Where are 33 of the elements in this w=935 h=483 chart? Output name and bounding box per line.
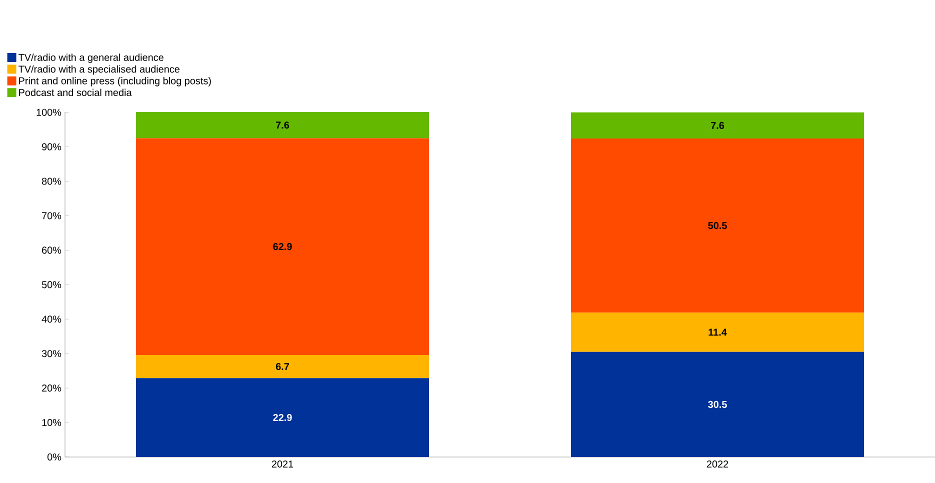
data-label: 6.7 xyxy=(276,363,289,370)
legend-label: Podcast and social media xyxy=(19,88,132,96)
data-label: 22.9 xyxy=(273,414,292,422)
bar xyxy=(571,112,864,139)
y-tick-label: 40% xyxy=(42,316,62,323)
data-label: 50.5 xyxy=(708,222,727,230)
y-tick-label: 100% xyxy=(36,108,62,116)
bar xyxy=(571,138,864,313)
x-tick-label: 2021 xyxy=(272,460,294,468)
y-tick-label: 20% xyxy=(42,384,62,392)
bar xyxy=(571,312,864,352)
bar xyxy=(136,378,430,457)
y-tick-label: 60% xyxy=(42,246,62,254)
bar xyxy=(136,354,430,378)
legend-label: TV/radio with a specialised audience xyxy=(18,65,180,75)
data-label: 11.4 xyxy=(708,328,727,336)
y-tick-label: 10% xyxy=(42,419,62,426)
y-tick-label: 0% xyxy=(47,453,62,461)
legend-label: Print and online press (including blog posts) xyxy=(19,77,211,86)
bar xyxy=(136,138,430,355)
bar xyxy=(571,352,864,457)
bar xyxy=(136,112,430,138)
legend-label: TV/radio with a general audience xyxy=(18,54,164,63)
data-label: 7.6 xyxy=(711,122,724,129)
y-tick-label: 90% xyxy=(42,143,62,150)
y-tick-label: 30% xyxy=(42,350,62,358)
y-tick-label: 50% xyxy=(42,281,62,288)
y-tick-label: 80% xyxy=(42,178,62,185)
y-tick-label: 70% xyxy=(42,212,62,220)
x-tick-label: 2022 xyxy=(706,460,728,468)
data-label: 62.9 xyxy=(273,243,292,250)
data-label: 30.5 xyxy=(708,400,727,408)
data-label: 7.6 xyxy=(276,122,290,129)
